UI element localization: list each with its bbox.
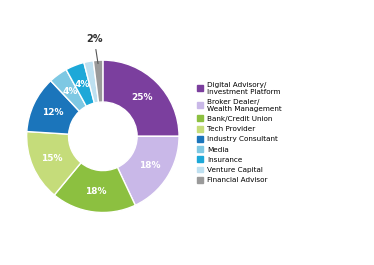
Text: 18%: 18% <box>85 187 107 196</box>
Wedge shape <box>51 69 86 111</box>
Wedge shape <box>66 63 94 106</box>
Wedge shape <box>84 61 99 103</box>
Text: 2%: 2% <box>86 34 102 64</box>
Text: 4%: 4% <box>75 81 90 90</box>
Wedge shape <box>93 60 103 102</box>
Text: 12%: 12% <box>42 108 64 117</box>
Text: 15%: 15% <box>42 154 63 163</box>
Wedge shape <box>27 81 79 134</box>
Text: 25%: 25% <box>131 93 153 102</box>
Legend: Digital Advisory/
Investment Platform, Broker Dealer/
Wealth Management, Bank/Cr: Digital Advisory/ Investment Platform, B… <box>197 82 282 183</box>
Wedge shape <box>27 131 81 195</box>
Text: 4%: 4% <box>63 87 78 96</box>
Text: 18%: 18% <box>139 161 160 170</box>
Wedge shape <box>117 136 179 205</box>
Wedge shape <box>54 163 135 213</box>
Wedge shape <box>103 60 179 136</box>
